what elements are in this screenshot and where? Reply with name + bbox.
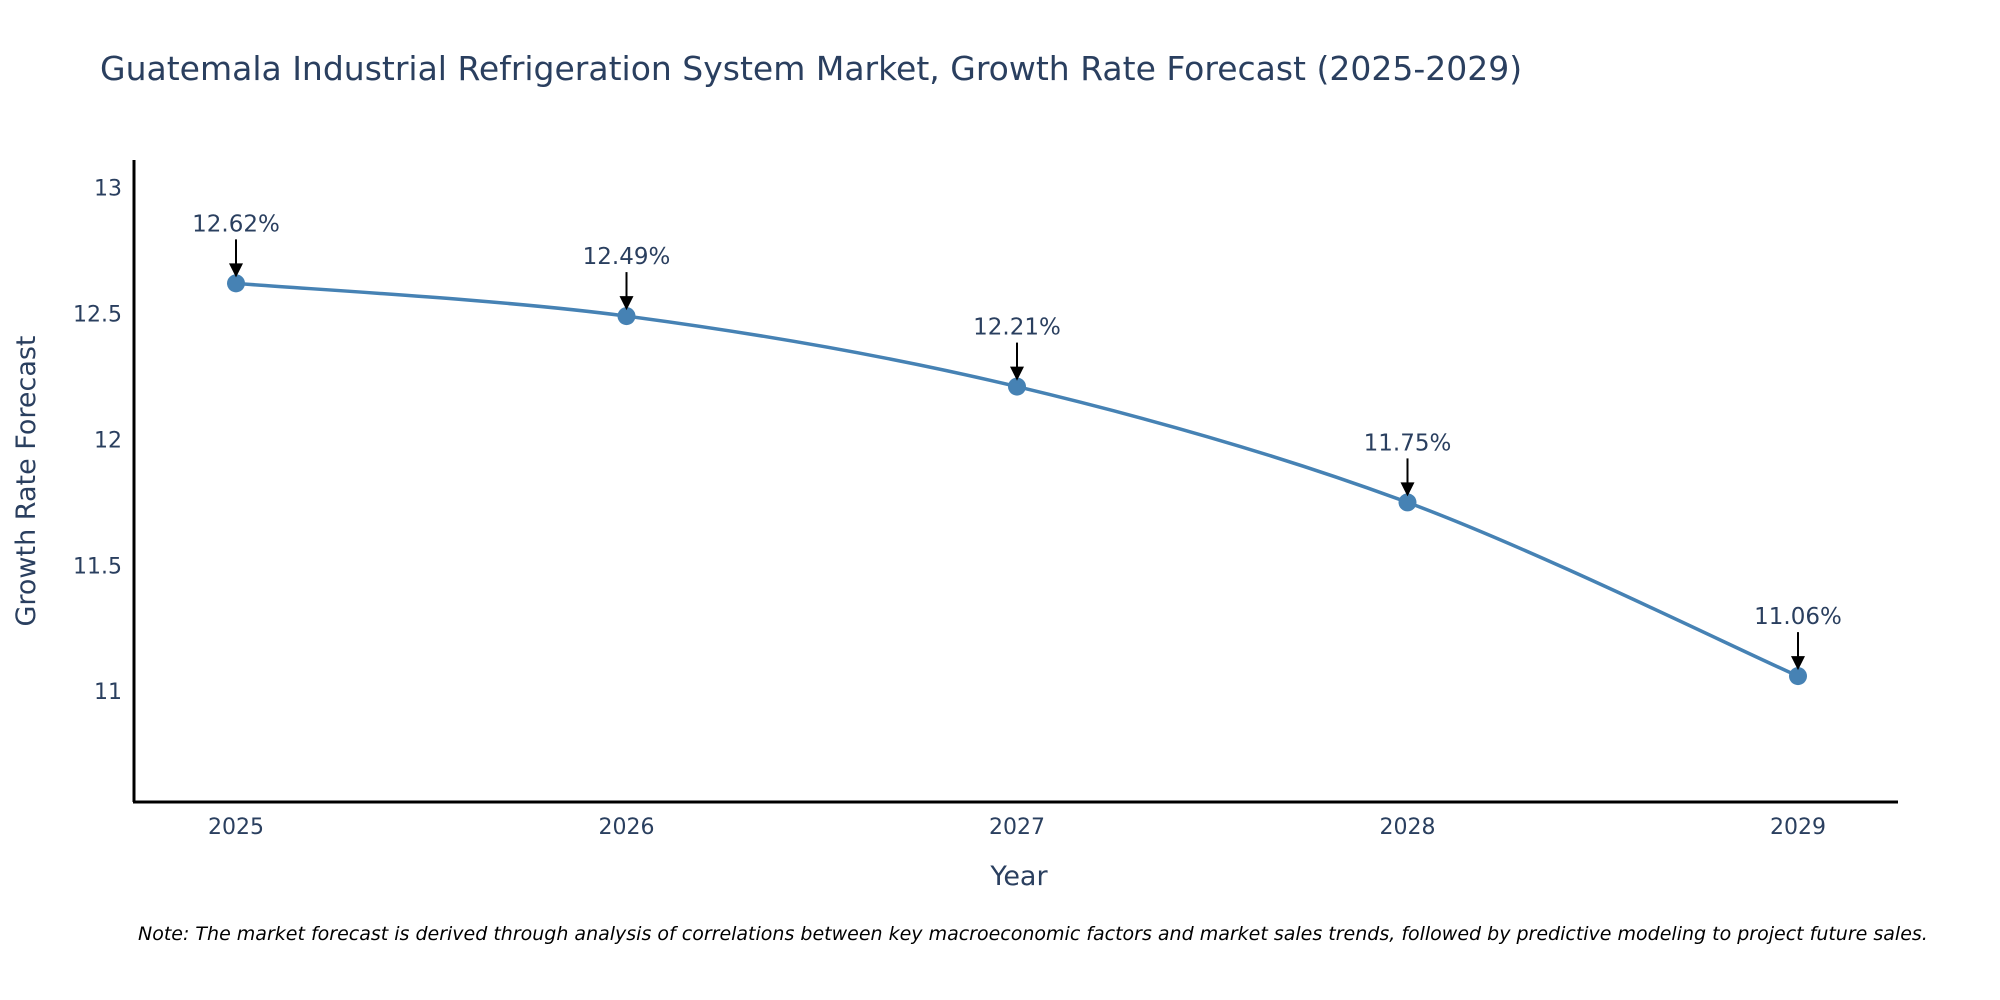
y-tick-label: 11.5: [73, 554, 122, 579]
data-label: 12.49%: [583, 244, 671, 270]
data-point: [1789, 667, 1807, 686]
x-tick-label: 2026: [599, 815, 655, 840]
data-label: 11.06%: [1754, 604, 1842, 630]
chart-title: Guatemala Industrial Refrigeration Syste…: [100, 49, 1522, 88]
x-tick-label: 2027: [989, 815, 1045, 840]
x-tick-label: 2028: [1380, 815, 1436, 840]
data-label: 12.62%: [192, 211, 280, 237]
annotation-arrow-head: [1791, 656, 1805, 671]
y-tick-label: 12.5: [73, 303, 122, 328]
data-point: [1398, 493, 1417, 512]
data-label: 12.21%: [973, 315, 1061, 341]
data-point: [1008, 377, 1026, 396]
x-axis-ticks: 2025 2026 2027 2028 2029: [208, 815, 1826, 840]
x-tick-label: 2029: [1770, 815, 1826, 840]
series-line: [235, 281, 1799, 678]
x-tick-label: 2025: [208, 815, 264, 840]
y-axis-ticks: 11 11.5 12 12.5 13: [73, 177, 122, 706]
chart-note: Note: The market forecast is derived thr…: [138, 923, 1928, 945]
annotation-arrow-head: [1400, 482, 1415, 497]
annotation-arrow-head: [1010, 366, 1024, 381]
data-label: 11.75%: [1364, 430, 1452, 456]
data-point: [227, 274, 245, 293]
y-tick-label: 12: [94, 428, 122, 453]
y-tick-label: 11: [94, 680, 122, 705]
y-tick-label: 13: [94, 177, 122, 202]
data-points: [227, 274, 1807, 686]
data-point: [617, 307, 636, 326]
annotation-arrow-head: [229, 263, 243, 278]
x-axis-title: Year: [989, 861, 1048, 892]
data-labels: 12.62% 12.49% 12.21% 11.75% 11.06%: [192, 211, 1842, 671]
y-axis-title: Growth Rate Forecast: [11, 335, 42, 626]
annotation-arrow-head: [619, 296, 634, 311]
